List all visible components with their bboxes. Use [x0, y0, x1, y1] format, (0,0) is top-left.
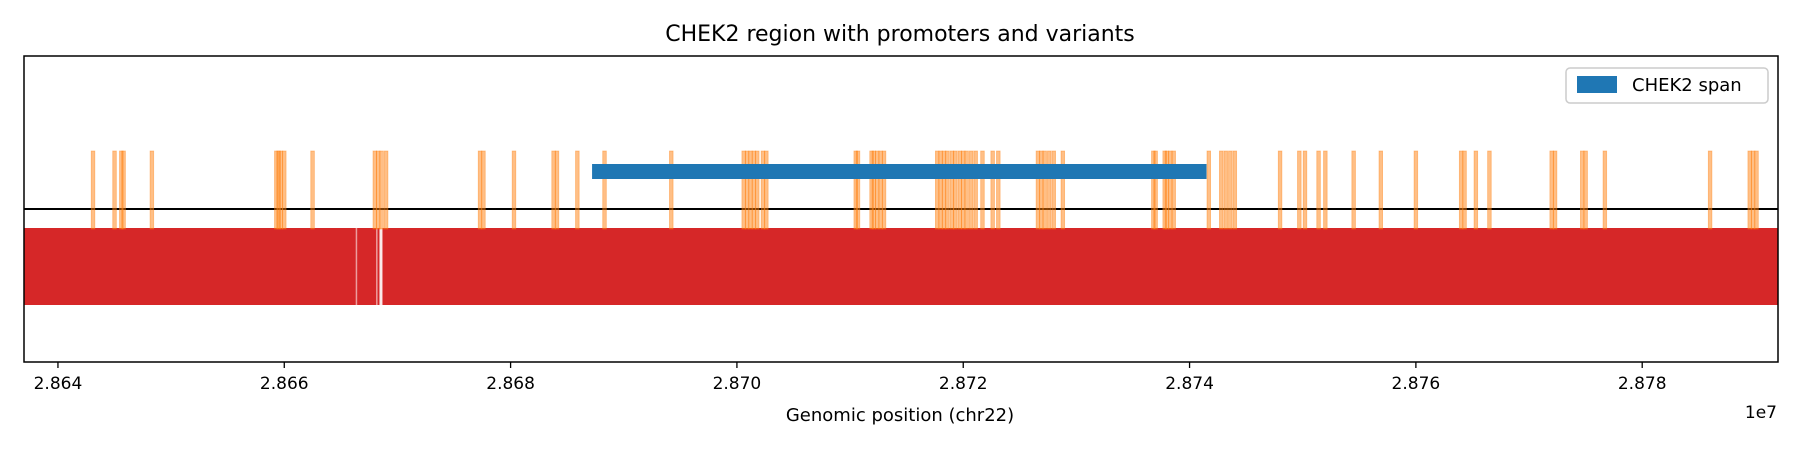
variant-mark	[1223, 150, 1228, 230]
variant-mark	[481, 150, 486, 230]
legend: CHEK2 span	[1565, 67, 1769, 104]
variant-mark	[1552, 150, 1558, 230]
variant-mark	[990, 150, 995, 230]
variant-mark	[1487, 150, 1492, 230]
variant-mark	[1351, 150, 1356, 230]
variant-mark	[855, 150, 861, 230]
x-axis: 2.864 2.866 2.868 2.870 2.872 2.874 2.876 2.878	[34, 362, 1667, 394]
variant-mark	[282, 150, 287, 230]
x-tick-label: 2.868	[486, 374, 535, 394]
variant-mark	[554, 150, 560, 230]
variant-mark	[1051, 150, 1056, 230]
variant-mark	[1323, 150, 1328, 230]
x-tick-label: 2.872	[939, 374, 988, 394]
variant-mark	[755, 150, 760, 230]
x-axis-label: Genomic position (chr22)	[786, 405, 1014, 426]
variant-mark	[1707, 150, 1713, 230]
chart-title: CHEK2 region with promoters and variants	[665, 22, 1135, 47]
variant-mark	[1219, 150, 1224, 230]
variant-mark	[669, 150, 674, 230]
variant-mark	[112, 150, 117, 230]
variant-mark	[1042, 150, 1047, 230]
variant-mark	[602, 150, 607, 230]
variant-mark	[310, 150, 315, 230]
promoter-gap	[379, 228, 383, 305]
x-tick-label: 2.866	[260, 374, 309, 394]
variant-mark	[945, 150, 950, 230]
x-tick-label: 2.876	[1392, 374, 1441, 394]
x-tick-label: 2.878	[1618, 374, 1667, 394]
variant-mark	[953, 150, 958, 230]
legend-swatch-chek2-span	[1577, 76, 1617, 93]
x-tick-label: 2.874	[1165, 374, 1214, 394]
x-axis-offset-label: 1e7	[1745, 403, 1777, 423]
variant-mark	[511, 150, 517, 230]
variant-mark	[1754, 150, 1759, 230]
variant-mark	[980, 150, 985, 230]
x-tick-label: 2.864	[34, 374, 83, 394]
variant-mark	[121, 150, 126, 230]
variant-mark	[1302, 150, 1308, 230]
variant-mark	[996, 150, 1001, 230]
promoter-track	[24, 228, 1778, 305]
variant-mark	[1047, 150, 1052, 230]
x-tick-label: 2.870	[713, 374, 762, 394]
variant-mark	[968, 150, 974, 230]
variant-mark	[881, 150, 887, 230]
variant-mark	[149, 150, 155, 230]
promoter-gap	[376, 228, 378, 305]
variant-mark	[1228, 150, 1233, 230]
variant-mark	[1413, 150, 1419, 230]
gene-span-chek2	[592, 164, 1207, 179]
variant-mark	[383, 150, 389, 230]
variant-mark	[1473, 150, 1479, 230]
variant-mark	[1060, 150, 1066, 230]
variant-mark	[1583, 150, 1588, 230]
variant-mark	[1232, 150, 1238, 230]
variant-mark	[764, 150, 769, 230]
variant-mark	[1297, 150, 1302, 230]
variant-mark	[1316, 150, 1321, 230]
variant-mark	[1602, 150, 1608, 230]
plot-frame	[23, 55, 1779, 363]
promoter-gap	[355, 228, 358, 305]
variant-mark	[1462, 150, 1467, 230]
variant-mark	[1153, 150, 1158, 230]
variant-mark	[575, 150, 580, 230]
variant-mark	[90, 150, 96, 230]
variant-mark	[964, 150, 969, 230]
variant-mark	[1171, 150, 1176, 230]
variant-mark	[1206, 150, 1211, 230]
variant-mark	[1277, 150, 1283, 230]
legend-label-chek2-span: CHEK2 span	[1632, 75, 1742, 96]
variant-mark	[1378, 150, 1384, 230]
plot-area	[23, 55, 1779, 363]
variant-mark	[973, 150, 978, 230]
variant-mark	[379, 150, 384, 230]
